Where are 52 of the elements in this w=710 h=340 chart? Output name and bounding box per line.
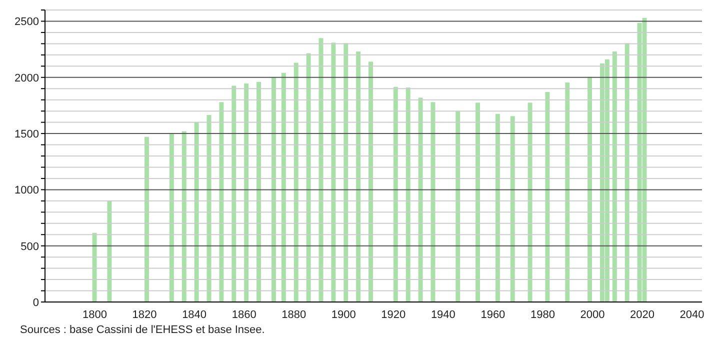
bar: [281, 72, 286, 302]
y-tick-label: 500: [20, 240, 39, 253]
bar: [456, 111, 460, 302]
bar: [219, 102, 224, 302]
y-tick-label: 1000: [14, 184, 39, 197]
bar: [393, 86, 398, 302]
bar: [306, 53, 311, 302]
bar: [418, 98, 423, 302]
bar: [565, 82, 570, 302]
bar: [588, 76, 592, 302]
y-tick-label: 1500: [14, 128, 39, 140]
x-tick-label: 1820: [132, 308, 157, 321]
x-tick-label: 1840: [182, 308, 207, 321]
bar: [244, 84, 249, 302]
bar: [144, 136, 150, 302]
bar: [271, 77, 276, 302]
bar: [368, 62, 373, 302]
bar: [476, 102, 480, 302]
bar: [107, 200, 112, 302]
bar: [182, 131, 186, 302]
bar: [612, 52, 617, 302]
bar: [232, 86, 236, 302]
bar: [528, 102, 532, 302]
x-tick-label: 1980: [530, 308, 555, 321]
bar: [92, 232, 97, 302]
x-tick-label: 1800: [82, 308, 108, 321]
y-tick-label: 2500: [14, 16, 39, 28]
y-tick-label: 0: [32, 296, 39, 309]
x-tick-label: 1940: [430, 308, 456, 321]
bar: [294, 62, 298, 302]
bar: [495, 114, 500, 302]
bar: [194, 122, 199, 302]
bar: [510, 116, 515, 302]
x-tick-label: 2020: [630, 308, 655, 321]
bar: [256, 82, 262, 302]
bar: [406, 87, 410, 302]
x-tick-label: 2000: [580, 308, 605, 321]
source-note: Sources : base Cassini de l'EHESS et base Insee.: [20, 324, 266, 336]
x-tick-label: 2040: [680, 308, 704, 321]
x-tick-label: 1880: [282, 308, 306, 321]
y-tick-label: 2000: [14, 72, 39, 84]
bar: [344, 43, 348, 302]
x-tick-label: 1900: [331, 308, 356, 321]
x-tick-label: 1920: [381, 308, 406, 321]
x-tick-label: 1960: [480, 308, 506, 321]
bar: [624, 43, 630, 302]
bar: [545, 92, 550, 302]
x-tick-label: 1860: [232, 308, 256, 321]
bar: [356, 52, 361, 302]
bar: [430, 102, 436, 302]
bar: [331, 42, 336, 302]
bar: [169, 134, 174, 302]
